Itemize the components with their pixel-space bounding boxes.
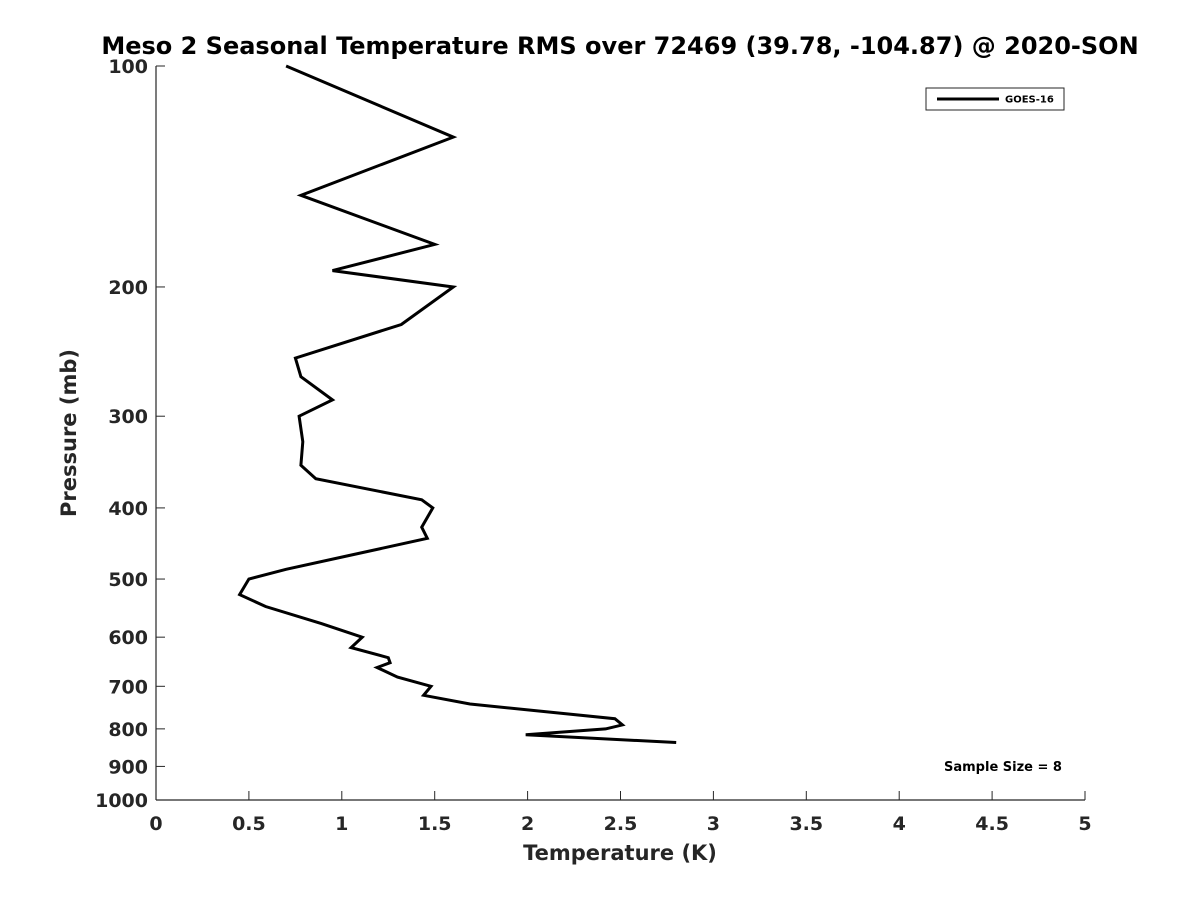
series-layer xyxy=(237,64,677,744)
chart-title: Meso 2 Seasonal Temperature RMS over 724… xyxy=(101,32,1138,60)
x-tick-label: 4 xyxy=(893,813,906,835)
y-tick-label: 900 xyxy=(108,756,148,778)
x-tick-label: 3.5 xyxy=(789,813,823,835)
y-tick-label: 500 xyxy=(108,569,148,591)
y-tick-label: 600 xyxy=(108,627,148,649)
x-tick-label: 4.5 xyxy=(975,813,1009,835)
x-tick-label: 2 xyxy=(521,813,534,835)
y-tick-label: 1000 xyxy=(95,790,148,812)
y-tick-label: 300 xyxy=(108,406,148,428)
x-tick-label: 0.5 xyxy=(232,813,266,835)
x-tick-label: 3 xyxy=(707,813,720,835)
legend-label-goes16: GOES-16 xyxy=(1005,95,1054,106)
y-tick-label: 200 xyxy=(108,277,148,299)
y-tick-label: 700 xyxy=(108,676,148,698)
y-tick-label: 100 xyxy=(108,56,148,78)
y-tick-label: 400 xyxy=(108,498,148,520)
x-tick-label: 1 xyxy=(335,813,348,835)
y-axis-label: Pressure (mb) xyxy=(57,349,81,517)
series-line-goes-16 xyxy=(237,64,677,744)
x-axis-label: Temperature (K) xyxy=(523,841,717,865)
y-axis-ticks: 100 200 300 400 500 600 700 800 900 1000 xyxy=(95,56,165,812)
x-tick-label: 0 xyxy=(149,813,162,835)
legend: GOES-16 xyxy=(925,87,1065,111)
x-tick-label: 1.5 xyxy=(418,813,452,835)
y-tick-label: 800 xyxy=(108,719,148,741)
x-tick-label: 5 xyxy=(1078,813,1091,835)
x-axis-ticks: 0 0.5 1 1.5 2 2.5 3 3.5 4 4.5 5 xyxy=(149,791,1092,835)
sample-size-annotation: Sample Size = 8 xyxy=(944,760,1062,775)
x-tick-label: 2.5 xyxy=(604,813,638,835)
